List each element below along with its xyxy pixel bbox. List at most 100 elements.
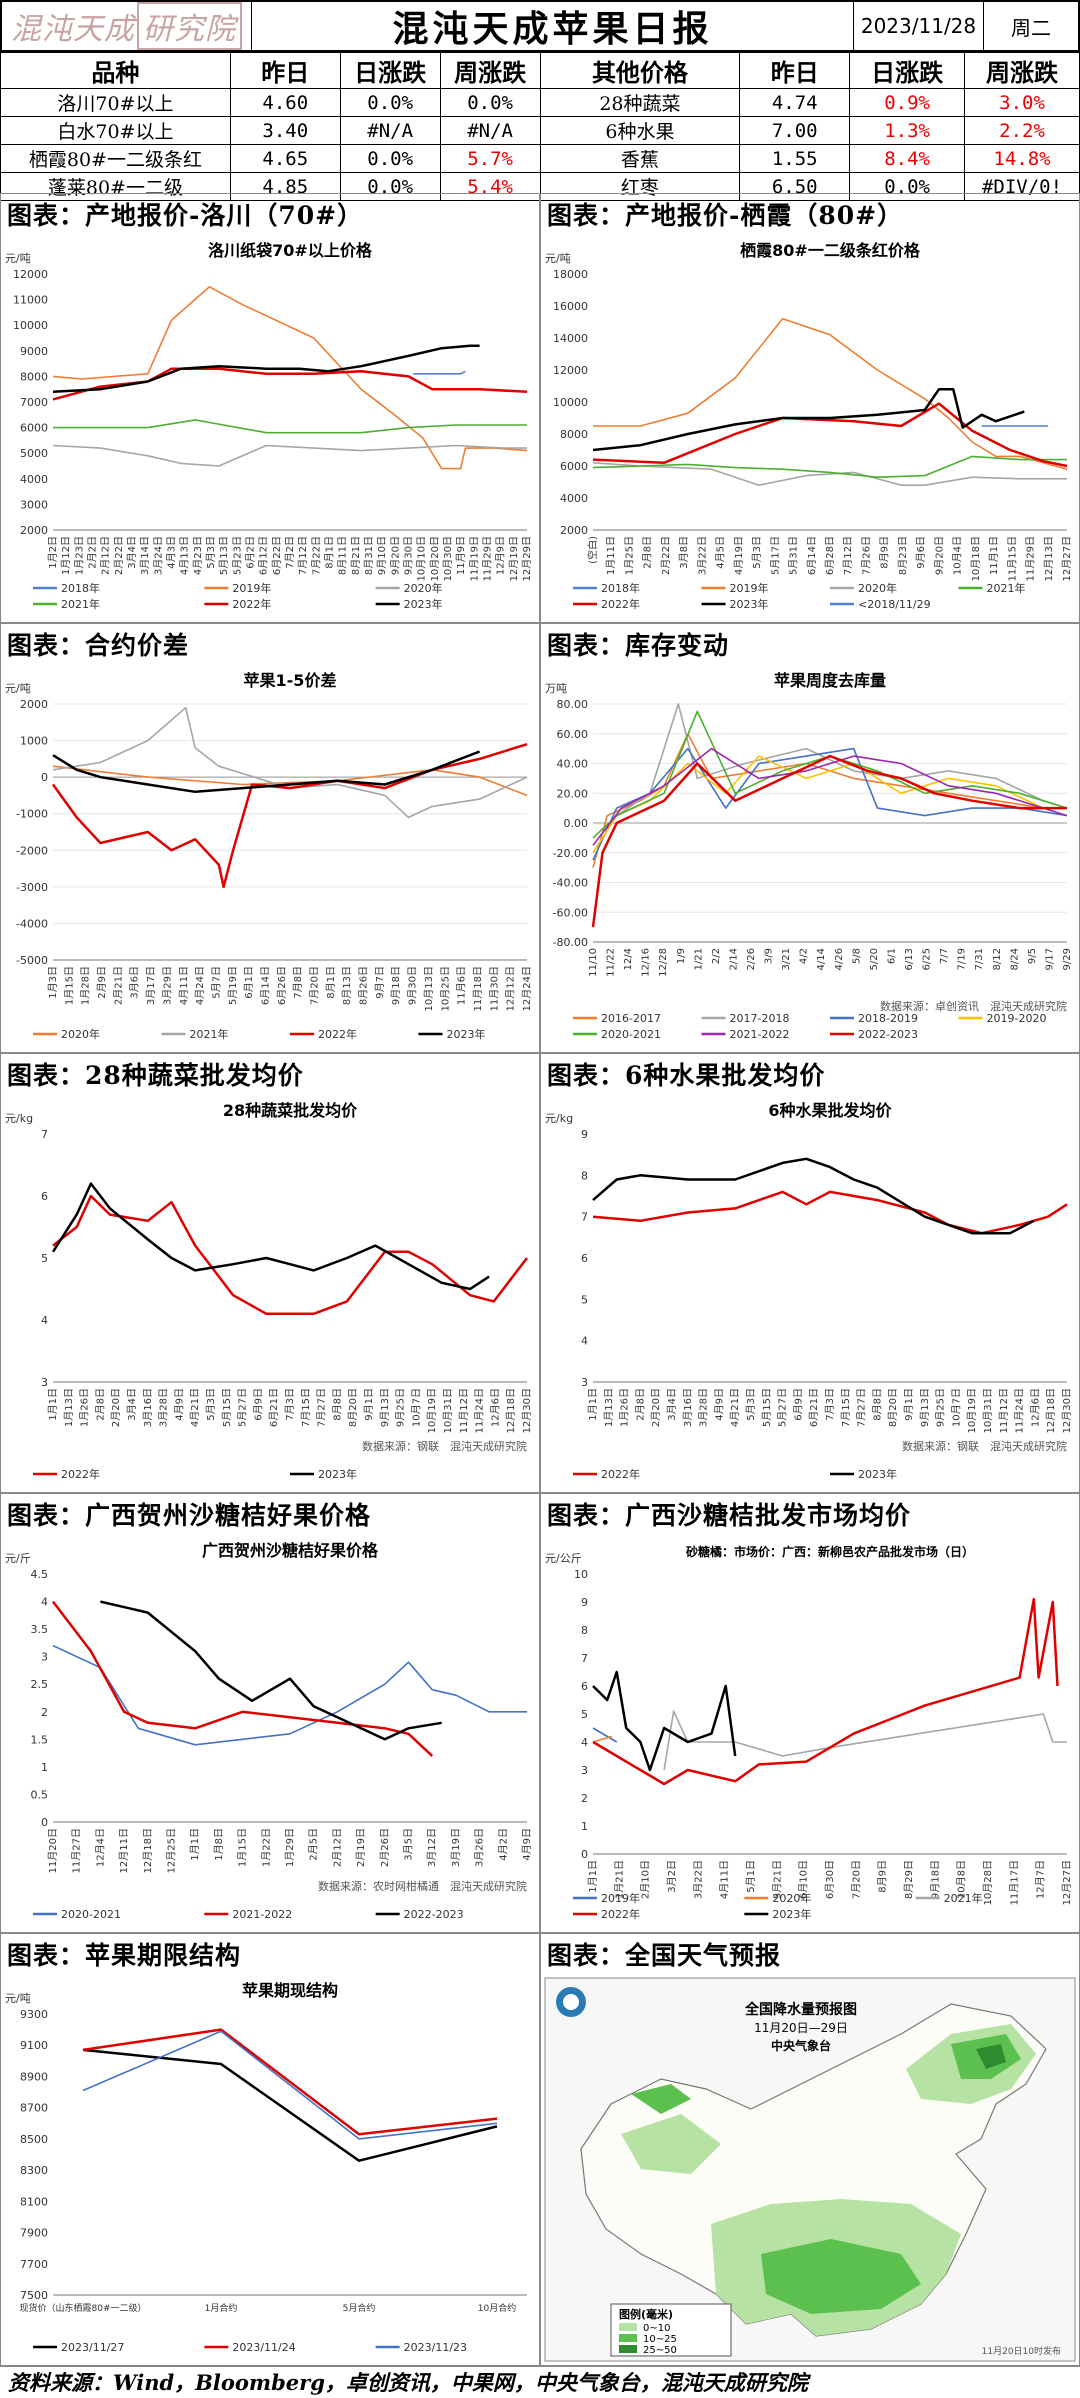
x-tick-label: (空白) bbox=[586, 536, 599, 564]
x-tick-label: 3/9 bbox=[764, 948, 775, 964]
series-line bbox=[100, 1600, 442, 1741]
data-source-note: 数据来源：钢联 混沌天成研究院 bbox=[362, 1439, 527, 1453]
x-tick-label: 11月18日 bbox=[472, 966, 484, 1011]
y-tick-label: 6 bbox=[41, 1190, 48, 1203]
table-row: 白水70#以上 3.40 #N/A #N/A 6种水果 7.00 1.3% 2.2% bbox=[0, 116, 1080, 145]
x-tick-label: 10月28日 bbox=[982, 1860, 994, 1905]
other-day-change-cell: 8.4% bbox=[849, 144, 966, 173]
report-date: 2023/11/28 bbox=[853, 2, 983, 50]
x-tick-label: 8月8日 bbox=[871, 1388, 883, 1421]
y-tick-label: 0 bbox=[41, 1816, 48, 1829]
x-tick-label: 9月10日 bbox=[376, 536, 388, 575]
x-tick-label: 1月3日 bbox=[47, 966, 59, 999]
week-change-cell: #N/A bbox=[439, 116, 541, 145]
variety-cell: 栖霞80#一二级条红 bbox=[0, 144, 231, 173]
y-tick-label: 4 bbox=[41, 1596, 48, 1609]
legend-label: 2020年 bbox=[772, 1891, 811, 1905]
x-tick-label: 10月4日 bbox=[952, 536, 964, 575]
series-line bbox=[53, 419, 527, 434]
x-tick-label: 9月6日 bbox=[915, 536, 927, 569]
x-tick-label: 5/8 bbox=[851, 948, 862, 964]
legend-label: 2022年 bbox=[318, 1027, 357, 1041]
x-tick-label: 7月27日 bbox=[856, 1388, 868, 1427]
y-tick-label: 9100 bbox=[20, 2039, 48, 2052]
x-tick-label: 4月21日 bbox=[189, 1388, 201, 1427]
y-tick-label: 16000 bbox=[553, 300, 588, 313]
y-tick-label: 4.5 bbox=[31, 1568, 49, 1581]
panel-title: 图表：全国天气预报 bbox=[547, 1941, 782, 1970]
x-tick-label: 12月25日 bbox=[166, 1828, 178, 1873]
y-tick-label: 5 bbox=[581, 1293, 588, 1306]
week-change-cell: 5.7% bbox=[439, 144, 541, 173]
series-line bbox=[592, 710, 1068, 839]
panel-title: 图表：合约价差 bbox=[7, 631, 190, 660]
x-tick-label: 8月20日 bbox=[347, 1388, 359, 1427]
day-change-cell: 0.0% bbox=[339, 144, 441, 173]
legend-range-3: 25~50 bbox=[643, 2345, 677, 2356]
legend-label: 2022年 bbox=[601, 1467, 640, 1481]
series-line bbox=[51, 1182, 490, 1291]
x-tick-label: 7月15日 bbox=[300, 1388, 312, 1427]
other-name-cell: 6种水果 bbox=[539, 116, 741, 145]
x-tick-label: 现货价（山东栖霞80#一二级） bbox=[20, 2302, 147, 2314]
y-tick-label: 7900 bbox=[20, 2227, 48, 2240]
y-tick-label: 11000 bbox=[13, 294, 48, 307]
data-source-note: 数据来源：卓创资讯 混沌天成研究院 bbox=[880, 999, 1067, 1013]
col-variety: 品种 bbox=[0, 52, 231, 89]
x-tick-label: 2月2日 bbox=[87, 536, 99, 569]
other-name-cell: 红枣 bbox=[539, 172, 741, 201]
variety-cell: 洛川70#以上 bbox=[0, 88, 231, 117]
legend-range-1: 0~10 bbox=[643, 2323, 670, 2334]
y-axis-label: 元/kg bbox=[5, 1112, 33, 1125]
x-tick-label: 10月31日 bbox=[442, 1388, 454, 1433]
other-week-change-cell: 14.8% bbox=[964, 144, 1080, 173]
x-tick-label: 7月2日 bbox=[284, 536, 296, 569]
x-tick-label: 9月13日 bbox=[919, 1388, 931, 1427]
legend-label: 2020-2021 bbox=[61, 1908, 121, 1921]
x-tick-label: 1月1日 bbox=[47, 1388, 59, 1421]
other-day-change-cell: 0.0% bbox=[849, 172, 966, 201]
y-tick-label: 3.5 bbox=[31, 1623, 49, 1636]
chart-title: 苹果期现结构 bbox=[242, 1981, 338, 2000]
series-line bbox=[592, 1190, 1068, 1235]
y-tick-label: 8900 bbox=[20, 2070, 48, 2083]
panel-title: 图表：6种水果批发均价 bbox=[547, 1061, 826, 1090]
x-tick-label: 2月20日 bbox=[110, 1388, 122, 1427]
table-row: 蓬莱80#一二级 4.85 0.0% 5.4% 红枣 6.50 0.0% #DIV/0! bbox=[0, 172, 1080, 201]
y-tick-label: 2 bbox=[581, 1792, 588, 1805]
y-tick-label: 2000 bbox=[20, 698, 48, 711]
x-tick-label: 9/5 bbox=[1027, 948, 1038, 964]
x-tick-label: 1/21 bbox=[693, 948, 704, 970]
x-tick-label: 7月20日 bbox=[309, 966, 321, 1005]
price-table: 品种 昨日 日涨跌 周涨跌 其他价格 昨日 日涨跌 周涨跌 洛川70#以上 4.6… bbox=[0, 52, 1080, 201]
y-tick-label: 2.5 bbox=[31, 1678, 49, 1691]
y-tick-label: 3000 bbox=[20, 498, 48, 511]
x-tick-label: 2月19日 bbox=[355, 1828, 367, 1867]
y-tick-label: 8 bbox=[581, 1169, 588, 1182]
x-tick-label: 1月15日 bbox=[237, 1828, 249, 1867]
x-tick-label: 8月13日 bbox=[341, 966, 353, 1005]
y-tick-label: 40.00 bbox=[557, 758, 589, 771]
panel-title: 图表：产地报价-洛川（70#） bbox=[7, 201, 364, 230]
x-tick-label: 3月4日 bbox=[666, 1388, 678, 1421]
x-tick-label: 1月合约 bbox=[205, 2302, 238, 2314]
legend-label: 2021年 bbox=[987, 581, 1026, 595]
y-tick-label: -2000 bbox=[16, 844, 48, 857]
other-name-cell: 香蕉 bbox=[539, 144, 741, 173]
other-day-change-cell: 1.3% bbox=[849, 116, 966, 145]
series-line bbox=[52, 344, 480, 394]
x-tick-label: 3月29日 bbox=[161, 966, 173, 1005]
legend-label: 2022年 bbox=[601, 1907, 640, 1921]
x-tick-label: 3月14日 bbox=[139, 536, 151, 575]
x-tick-label: 6月26日 bbox=[276, 966, 288, 1005]
x-tick-label: 1月1日 bbox=[587, 1388, 599, 1421]
chart-title: 洛川纸袋70#以上价格 bbox=[208, 241, 373, 260]
y-tick-label: 6000 bbox=[560, 460, 588, 473]
series-line bbox=[592, 387, 1025, 452]
y-axis-label: 元/吨 bbox=[5, 1992, 31, 2005]
x-tick-label: 4月3日 bbox=[166, 536, 178, 569]
x-tick-label: 5月合约 bbox=[343, 2302, 376, 2314]
x-tick-label: 6月14日 bbox=[259, 966, 271, 1005]
legend-label: 2020年 bbox=[404, 581, 443, 595]
rain-area-south bbox=[761, 2239, 921, 2314]
